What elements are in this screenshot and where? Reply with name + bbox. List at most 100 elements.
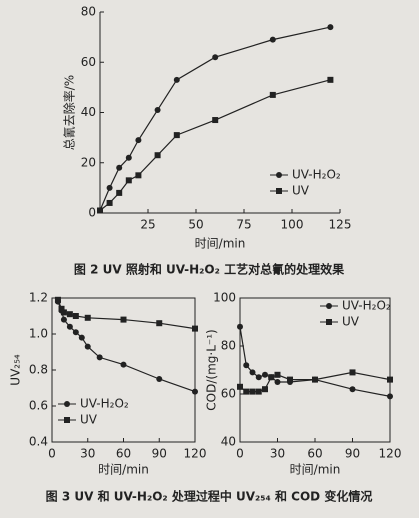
x-tick-label: 60 bbox=[307, 447, 322, 461]
marker bbox=[326, 319, 332, 325]
series-line bbox=[99, 26, 331, 211]
marker bbox=[125, 154, 132, 161]
marker bbox=[96, 354, 103, 361]
marker bbox=[249, 388, 256, 395]
marker bbox=[192, 325, 198, 332]
marker bbox=[237, 323, 243, 330]
marker bbox=[349, 369, 356, 376]
x-tick-label: 75 bbox=[236, 218, 251, 232]
marker bbox=[58, 305, 65, 312]
marker bbox=[173, 76, 180, 83]
x-axis-label: 时间/min bbox=[195, 237, 246, 251]
y-tick-label: 60 bbox=[81, 55, 96, 69]
marker bbox=[387, 376, 393, 383]
plot-frame bbox=[239, 297, 391, 443]
marker bbox=[135, 137, 142, 144]
x-tick-label: 30 bbox=[80, 447, 95, 461]
marker bbox=[135, 172, 142, 179]
marker bbox=[212, 117, 219, 124]
marker bbox=[255, 374, 262, 381]
marker bbox=[387, 393, 393, 400]
legend-label: UV-H₂O₂ bbox=[80, 397, 129, 411]
x-tick-label: 0 bbox=[48, 447, 56, 461]
marker bbox=[327, 24, 334, 31]
series-line bbox=[239, 326, 391, 397]
marker bbox=[154, 152, 161, 159]
y-tick-label: 20 bbox=[81, 155, 96, 169]
x-tick-label: 25 bbox=[140, 218, 155, 232]
marker bbox=[54, 296, 61, 303]
marker bbox=[64, 417, 70, 423]
marker bbox=[255, 388, 262, 395]
x-tick-label: 30 bbox=[270, 447, 285, 461]
marker bbox=[274, 371, 281, 378]
marker bbox=[97, 207, 103, 214]
marker bbox=[120, 361, 127, 368]
x-tick-label: 120 bbox=[184, 447, 207, 461]
marker bbox=[106, 199, 113, 206]
marker bbox=[287, 376, 293, 383]
marker bbox=[237, 383, 243, 390]
y-tick-label: 40 bbox=[221, 435, 236, 449]
y-tick-label: 80 bbox=[81, 5, 96, 19]
marker bbox=[243, 388, 250, 395]
series-line bbox=[99, 79, 331, 211]
marker bbox=[173, 132, 180, 139]
marker bbox=[268, 374, 275, 381]
y-tick-label: 0.6 bbox=[29, 399, 48, 413]
y-tick-label: 40 bbox=[81, 105, 96, 119]
x-tick-label: 50 bbox=[188, 218, 203, 232]
x-tick-label: 90 bbox=[152, 447, 167, 461]
marker bbox=[192, 388, 198, 395]
marker bbox=[327, 76, 334, 83]
y-tick-label: 0 bbox=[88, 206, 96, 220]
marker bbox=[212, 54, 219, 61]
marker bbox=[84, 343, 91, 350]
marker bbox=[72, 313, 79, 319]
x-axis-label: 时间/min bbox=[290, 463, 341, 477]
figure-caption: 图 2 UV 照射和 UV-H₂O₂ 工艺对总氰的处理效果 bbox=[74, 262, 344, 277]
x-tick-label: 0 bbox=[236, 447, 244, 461]
marker bbox=[154, 106, 161, 113]
marker bbox=[274, 379, 281, 385]
marker bbox=[349, 386, 356, 393]
marker bbox=[66, 323, 73, 330]
marker bbox=[262, 371, 268, 378]
legend-label: UV bbox=[342, 315, 360, 329]
legend-label: UV-H₂O₂ bbox=[292, 168, 341, 182]
marker bbox=[66, 311, 73, 318]
y-tick-label: 0.8 bbox=[29, 363, 48, 377]
y-tick-label: 100 bbox=[213, 291, 236, 305]
legend-label: UV bbox=[80, 413, 98, 427]
marker bbox=[276, 188, 282, 194]
x-tick-label: 90 bbox=[345, 447, 360, 461]
marker bbox=[116, 164, 123, 171]
marker bbox=[78, 334, 85, 341]
x-tick-label: 60 bbox=[116, 447, 131, 461]
figure-caption: 图 3 UV 和 UV-H₂O₂ 处理过程中 UV₂₅₄ 和 COD 变化情况 bbox=[46, 489, 373, 504]
y-tick-label: 1.2 bbox=[29, 291, 48, 305]
marker bbox=[269, 36, 276, 43]
x-tick-label: 125 bbox=[329, 218, 352, 232]
marker bbox=[326, 303, 332, 309]
marker bbox=[249, 369, 256, 376]
marker bbox=[262, 386, 268, 393]
marker bbox=[60, 309, 67, 316]
y-tick-label: 80 bbox=[221, 339, 236, 353]
marker bbox=[72, 329, 79, 336]
legend-label: UV bbox=[292, 184, 310, 198]
marker bbox=[116, 189, 123, 196]
marker bbox=[156, 376, 163, 382]
y-tick-label: 60 bbox=[221, 387, 236, 401]
marker bbox=[156, 320, 163, 327]
legend-label: UV-H₂O₂ bbox=[342, 299, 391, 313]
marker bbox=[60, 316, 67, 323]
marker bbox=[120, 316, 127, 323]
marker bbox=[106, 184, 113, 191]
x-tick-label: 120 bbox=[379, 447, 402, 461]
marker bbox=[312, 376, 318, 383]
marker bbox=[243, 362, 250, 369]
y-axis-label: 总氰去除率/% bbox=[62, 75, 77, 150]
y-axis-label: COD/(mg·L⁻¹) bbox=[205, 329, 219, 410]
